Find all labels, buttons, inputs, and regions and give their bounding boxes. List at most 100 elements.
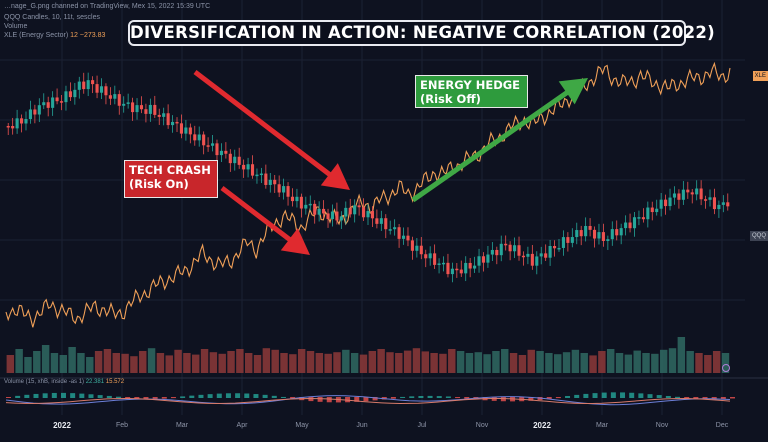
qqq-candle: [290, 196, 295, 202]
qqq-candle: [131, 102, 135, 113]
red-arrow-bottom: [220, 186, 310, 255]
volume-bar: [501, 349, 509, 373]
volume-bar: [227, 351, 235, 373]
tech-crash-callout: TECH CRASH (Risk On): [124, 160, 218, 198]
qqq-candle: [490, 249, 494, 255]
volume-bar: [430, 353, 438, 373]
volume-bar: [448, 349, 456, 373]
volume-bar: [668, 348, 677, 373]
volume-bar: [41, 345, 50, 373]
qqq-candle: [615, 229, 619, 236]
oscillator-bar: [711, 397, 717, 400]
oscillator-bar: [180, 396, 186, 398]
qqq-candle: [464, 262, 468, 274]
oscillator-bar: [583, 393, 589, 398]
qqq-candle: [628, 222, 632, 229]
qqq-candle: [139, 105, 144, 110]
volume-bar: [421, 351, 430, 373]
volume-bar: [165, 355, 173, 373]
volume-bar: [147, 348, 156, 373]
qqq-candle: [415, 245, 419, 251]
oscillator-bar: [720, 397, 726, 399]
oscillator-bar: [555, 397, 561, 399]
qqq-candle: [619, 228, 623, 236]
qqq-candle: [375, 218, 379, 224]
oscillator-bar: [372, 397, 378, 401]
qqq-candle: [126, 102, 130, 104]
volume-bar: [24, 357, 32, 373]
volume-bar: [262, 348, 271, 373]
volume-bar: [306, 351, 315, 373]
qqq-candle: [59, 101, 64, 103]
qqq-candle: [357, 205, 361, 208]
qqq-candle: [664, 199, 668, 207]
x-tick-label: Feb: [115, 422, 129, 429]
oscillator-bar: [345, 397, 351, 403]
qqq-candle: [704, 199, 708, 201]
qqq-candle: [610, 229, 614, 240]
qqq-candle: [113, 94, 117, 99]
qqq-candle: [6, 126, 10, 128]
qqq-candle: [135, 105, 139, 113]
qqq-candle: [348, 207, 352, 215]
oscillator-bar: [629, 392, 635, 398]
volume-bar: [280, 353, 288, 373]
qqq-candle: [322, 208, 326, 214]
volume-bar: [474, 352, 482, 373]
qqq-candle: [561, 237, 565, 248]
volume-bar: [712, 351, 721, 373]
qqq-candle: [264, 173, 268, 185]
chart-title: DIVERSIFICATION IN ACTION: NEGATIVE CORR…: [128, 20, 715, 46]
volume-bar: [509, 353, 518, 373]
qqq-candle: [499, 243, 503, 256]
volume-bar: [439, 353, 447, 373]
qqq-candle: [708, 197, 712, 200]
volume-bar: [518, 355, 527, 373]
energy-hedge-label: ENERGY HEDGE: [420, 78, 521, 92]
qqq-candle: [46, 102, 50, 108]
volume-bar: [412, 348, 421, 373]
volume-bar: [403, 350, 412, 373]
volume-bar: [33, 351, 41, 373]
volume-bar: [677, 337, 686, 373]
oscillator-bar: [216, 393, 222, 398]
qqq-candle: [410, 240, 414, 251]
oscillator-bar: [235, 393, 241, 398]
oscillator-bar: [317, 397, 323, 402]
qqq-candle: [477, 256, 481, 266]
oscillator-bar: [189, 395, 195, 398]
oscillator-bar: [427, 395, 433, 398]
qqq-candle: [228, 153, 232, 164]
qqq-candle: [521, 255, 526, 258]
oscillator-bar: [115, 396, 121, 398]
volume-bar: [236, 349, 244, 373]
qqq-candle: [504, 243, 508, 246]
volume-bar: [271, 349, 279, 373]
qqq-candle: [68, 91, 72, 98]
oscillator-bar: [97, 395, 103, 398]
qqq-candle: [179, 123, 184, 134]
qqq-candle: [353, 205, 357, 215]
qqq-candle: [268, 179, 272, 185]
volume-bar: [642, 353, 650, 373]
qqq-candle: [148, 104, 152, 114]
x-tick-label: 2022: [533, 421, 551, 430]
volume-bar: [624, 354, 633, 373]
qqq-candle: [206, 145, 210, 147]
volume-bar: [598, 351, 606, 373]
qqq-candle: [202, 134, 206, 146]
volume-bar: [244, 353, 253, 373]
qqq-candle: [508, 244, 512, 252]
oscillator-bar: [60, 392, 66, 398]
oscillator-bar: [207, 394, 213, 398]
qqq-candle: [397, 227, 401, 239]
volume-bar: [350, 353, 359, 373]
oscillator-bar: [6, 397, 11, 398]
volume-bar: [686, 351, 694, 373]
volume-bar: [297, 349, 306, 373]
qqq-candle: [668, 197, 672, 207]
xle-legend-name: XLE (Energy Sector): [4, 32, 69, 39]
oscillator-bar: [290, 397, 296, 400]
volume-bar: [253, 355, 262, 373]
